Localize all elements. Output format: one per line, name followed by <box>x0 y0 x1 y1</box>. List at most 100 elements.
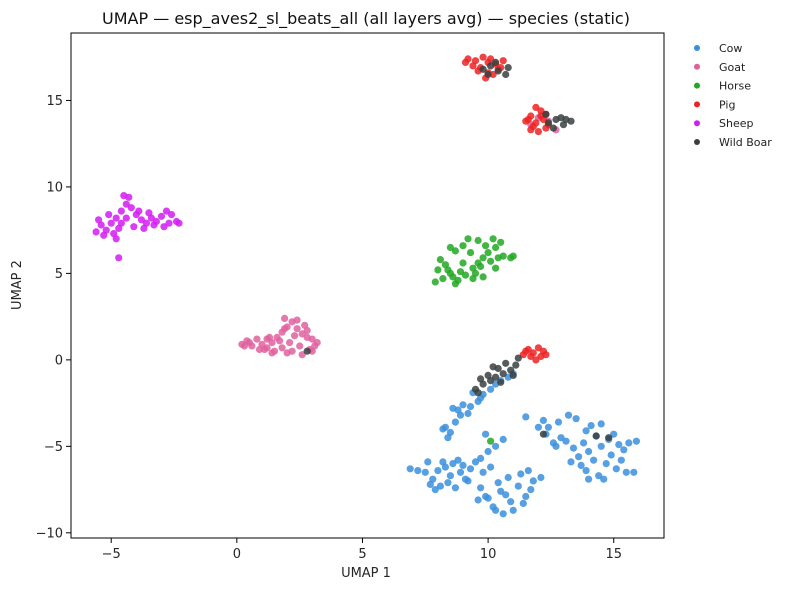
data-point <box>554 418 563 426</box>
series-pig <box>461 53 553 364</box>
data-point <box>632 437 641 445</box>
data-point <box>484 371 492 379</box>
data-point <box>308 347 316 355</box>
data-point <box>489 363 497 371</box>
x-tick-label: 10 <box>480 547 497 562</box>
x-tick-label: 5 <box>358 547 366 562</box>
data-point <box>449 273 457 281</box>
data-point <box>281 314 289 322</box>
data-point <box>499 57 507 65</box>
data-point <box>474 389 482 397</box>
data-point <box>527 126 535 134</box>
data-point <box>519 499 527 507</box>
data-point <box>484 70 492 79</box>
data-point <box>610 430 618 438</box>
data-point <box>517 470 525 478</box>
data-point <box>539 430 548 438</box>
data-point <box>597 420 605 428</box>
data-point <box>466 249 475 257</box>
data-point <box>529 477 537 485</box>
legend-marker <box>694 101 700 108</box>
data-point <box>162 207 171 215</box>
data-point <box>454 406 462 414</box>
x-tick-label: −5 <box>102 547 121 562</box>
data-point <box>497 378 505 386</box>
data-point <box>92 228 100 236</box>
data-point <box>577 461 585 469</box>
data-point <box>449 460 457 468</box>
data-point <box>436 256 444 264</box>
data-point <box>492 373 500 381</box>
data-point <box>567 458 575 466</box>
data-point <box>461 58 470 66</box>
data-point <box>303 347 311 355</box>
y-tick-label: −10 <box>36 526 63 541</box>
data-point <box>597 442 605 450</box>
data-point <box>122 200 130 208</box>
y-tick-label: −5 <box>44 440 63 455</box>
data-point <box>479 273 487 281</box>
data-point <box>487 62 495 70</box>
data-point <box>263 335 271 343</box>
data-point <box>615 441 623 449</box>
data-point <box>477 375 485 383</box>
data-point <box>522 492 530 501</box>
data-point <box>499 510 507 518</box>
data-point <box>471 458 480 466</box>
data-point <box>492 243 500 252</box>
data-point <box>487 55 495 63</box>
data-point <box>502 491 510 499</box>
data-point <box>494 67 502 75</box>
data-point <box>502 359 510 367</box>
data-point <box>499 370 507 378</box>
data-point <box>497 238 505 246</box>
legend-marker <box>694 82 700 89</box>
data-point <box>303 333 311 341</box>
data-point <box>477 484 485 492</box>
data-point <box>524 467 532 475</box>
data-point <box>585 475 593 483</box>
data-point <box>157 212 166 220</box>
legend-item: Sheep <box>694 117 753 130</box>
data-point <box>504 64 512 72</box>
data-point <box>569 444 578 452</box>
data-point <box>522 347 530 355</box>
data-point <box>293 325 301 333</box>
data-point <box>459 461 467 469</box>
data-point <box>479 53 487 61</box>
data-point <box>140 224 148 232</box>
data-point <box>278 344 286 352</box>
y-tick-label: 5 <box>55 267 63 282</box>
data-point <box>459 259 467 267</box>
data-point <box>487 463 495 471</box>
data-point <box>175 219 183 227</box>
data-point <box>592 432 600 440</box>
data-point <box>492 58 500 66</box>
data-point <box>454 456 462 464</box>
data-point <box>444 479 452 487</box>
data-point <box>484 447 492 456</box>
data-point <box>477 262 485 271</box>
legend: Cow Goat Horse Pig Sheep Wild Boar <box>694 42 772 149</box>
data-point <box>489 235 497 243</box>
data-point <box>600 475 608 483</box>
data-point <box>487 257 495 265</box>
points-layer <box>92 53 641 518</box>
y-tick-label: 10 <box>46 180 63 195</box>
data-point <box>492 442 500 450</box>
y-tick-label: 0 <box>55 353 63 368</box>
legend-label: Cow <box>719 42 742 55</box>
data-point <box>268 349 276 357</box>
chart-title: UMAP — esp_aves2_sl_beats_all (all layer… <box>102 9 630 29</box>
data-point <box>537 107 545 115</box>
data-point <box>534 423 543 431</box>
data-point <box>542 110 550 118</box>
data-point <box>587 422 595 430</box>
data-point <box>150 221 158 229</box>
data-point <box>479 254 487 262</box>
data-point <box>276 337 284 345</box>
legend-label: Goat <box>719 61 746 74</box>
data-point <box>522 413 530 421</box>
data-point <box>590 456 598 464</box>
data-point <box>122 214 130 222</box>
